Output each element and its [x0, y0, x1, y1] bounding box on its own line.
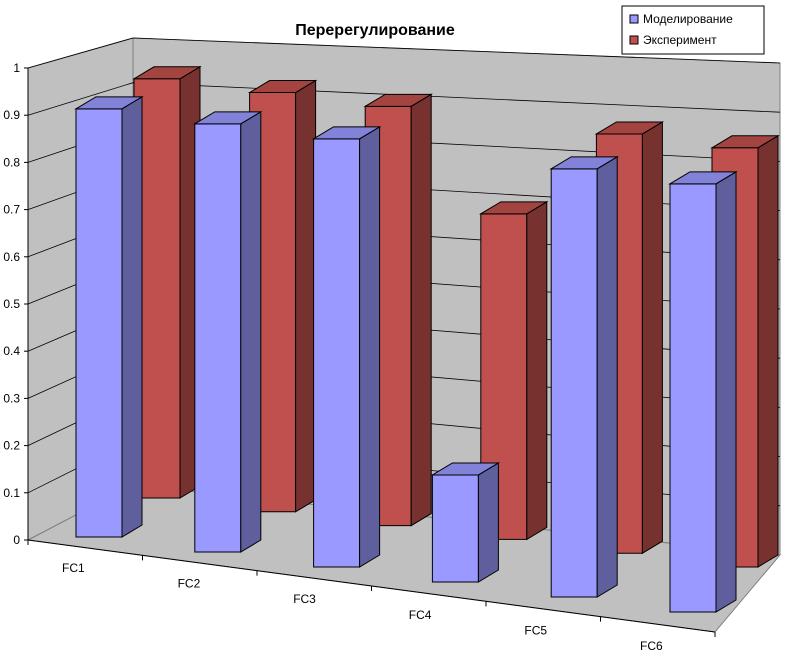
bar-top-face — [192, 111, 263, 125]
bar-top-face — [74, 96, 144, 110]
bar-side-face — [641, 121, 663, 555]
legend-label-modeling: Моделирование — [643, 12, 733, 26]
legend: Моделирование Эксперимент — [621, 5, 765, 55]
bar-side-face — [477, 462, 499, 583]
bar-top-face — [363, 93, 434, 107]
y-tick-label: 0.7 — [3, 203, 20, 217]
x-tick-label: FC6 — [640, 639, 663, 653]
bar-side-face — [526, 200, 548, 541]
legend-swatch-modeling — [629, 14, 639, 24]
bar-side-face — [596, 155, 618, 598]
x-tick-label: FC3 — [293, 592, 316, 606]
bar-top-face — [594, 121, 665, 135]
bar-top-face — [710, 135, 780, 149]
bar-modeling-fc5 — [549, 155, 620, 598]
bar-side-face — [295, 79, 317, 513]
bar-side-face — [715, 170, 737, 613]
y-tick-label: 0.3 — [3, 391, 20, 405]
y-tick-label: 0.5 — [3, 297, 20, 311]
bar-modeling-fc3 — [311, 125, 382, 568]
bar-side-face — [240, 110, 262, 553]
y-tick-label: 0.6 — [3, 250, 20, 264]
bar-front-face — [669, 183, 717, 613]
x-tick-label: FC2 — [178, 577, 201, 591]
x-tick-label: FC4 — [409, 608, 432, 622]
bar-top-face — [549, 156, 620, 170]
bar-side-face — [121, 95, 143, 538]
bar-top-face — [478, 201, 549, 215]
bar-top-face — [311, 126, 382, 140]
bar-top-face — [132, 66, 202, 80]
y-tick-label: 0.9 — [3, 108, 20, 122]
bar-front-face — [431, 474, 479, 583]
bar-side-face — [757, 134, 779, 568]
bar-modeling-fc6 — [668, 170, 738, 613]
x-tick-label: FC5 — [524, 623, 547, 637]
bar-top-face — [430, 462, 501, 476]
bar-side-face — [410, 93, 432, 527]
bar-front-face — [194, 123, 242, 553]
bar-modeling-fc1 — [74, 95, 144, 538]
y-axis: 0 0.1 0.2 0.3 0.4 0.5 0.6 0.7 0.8 0.9 1 — [3, 61, 29, 547]
bar-modeling-fc4 — [430, 462, 501, 583]
bar-top-face — [247, 80, 318, 94]
x-tick-label: FC1 — [62, 561, 85, 575]
y-tick-label: 1 — [13, 61, 20, 75]
legend-swatch-experiment — [629, 35, 639, 45]
y-tick-label: 0.1 — [3, 486, 20, 500]
y-tick-label: 0.8 — [3, 155, 20, 169]
bar-side-face — [359, 125, 381, 568]
bar-top-face — [668, 171, 738, 185]
y-tick-label: 0.2 — [3, 439, 20, 453]
chart-title: Перерегулирование — [295, 22, 455, 39]
bars — [74, 65, 780, 613]
legend-label-experiment: Эксперимент — [643, 33, 717, 47]
bar-experiment-fc1 — [132, 65, 202, 499]
bar-front-face — [550, 168, 598, 598]
x-axis-labels: FC1 FC2 FC3 FC4 FC5 FC6 — [27, 539, 716, 653]
y-tick-label: 0.4 — [3, 344, 20, 358]
bar-front-face — [75, 108, 123, 538]
bar-experiment-fc4 — [478, 200, 549, 541]
gridline — [27, 82, 781, 116]
gridline — [27, 37, 781, 69]
y-tick-label: 0 — [13, 533, 20, 547]
bar-front-face — [313, 138, 361, 568]
x-axis-line — [27, 539, 716, 633]
bar-modeling-fc2 — [192, 110, 263, 553]
legend-box — [621, 5, 765, 55]
